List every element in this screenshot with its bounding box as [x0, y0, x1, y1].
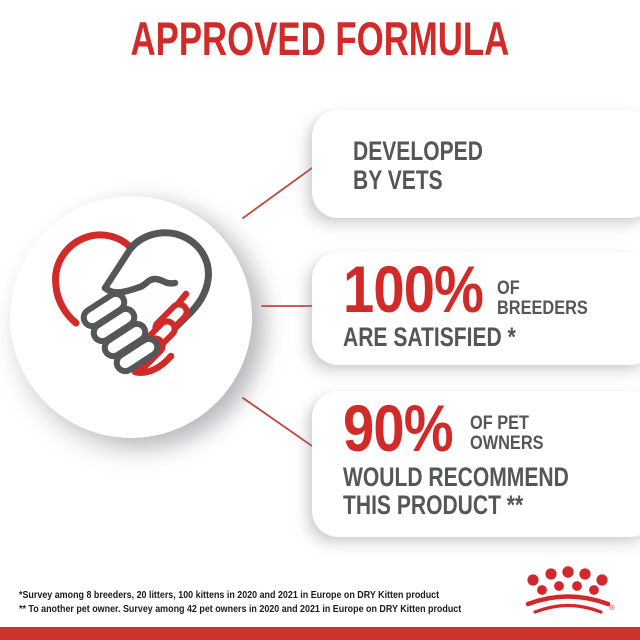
brand-bar [0, 627, 640, 640]
breeders-caption-line-1: ARE SATISFIED * [343, 322, 516, 352]
heart-handshake-icon [52, 229, 212, 376]
owners-caption-line-1: WOULD RECOMMEND [343, 462, 569, 492]
vets-caption-line-2: BY VETS [353, 165, 443, 195]
owners-stat-value: 90% [343, 391, 454, 465]
footnotes: *Survey among 8 breeders, 20 litters, 10… [19, 589, 461, 616]
breeders-stat-qualifier: OF BREEDERS [497, 279, 588, 319]
vets-caption: DEVELOPED BY VETS [353, 137, 483, 195]
callout-card-vets [312, 110, 640, 218]
owners-qualifier-line-2: OWNERS [470, 433, 544, 454]
breeders-stat-value: 100% [343, 252, 484, 326]
footnote-line-2: ** To another pet owner. Survey among 42… [19, 602, 462, 615]
owners-caption: WOULD RECOMMEND THIS PRODUCT ** [343, 462, 569, 520]
royal-canin-crown-icon: ® [525, 566, 615, 614]
callout-card-owners [312, 391, 640, 537]
page-title: APPROVED FORMULA [130, 12, 510, 65]
breeders-qualifier-line-2: BREEDERS [497, 298, 588, 319]
breeders-qualifier-line-1: OF [497, 278, 520, 299]
callout-card-breeders [312, 252, 640, 365]
owners-qualifier-line-1: OF PET [470, 413, 530, 434]
page-title-wrap: APPROVED FORMULA [0, 15, 640, 62]
registered-trademark-symbol: ® [609, 603, 615, 612]
breeders-caption: ARE SATISFIED * [343, 323, 516, 351]
connector-line-vets [242, 167, 313, 219]
owners-caption-line-2: THIS PRODUCT ** [343, 489, 524, 520]
connector-line-owners [242, 397, 313, 447]
footnote-line-1: *Survey among 8 breeders, 20 litters, 10… [19, 589, 440, 601]
vets-caption-line-1: DEVELOPED [353, 136, 483, 166]
owners-stat-qualifier: OF PET OWNERS [470, 414, 544, 454]
